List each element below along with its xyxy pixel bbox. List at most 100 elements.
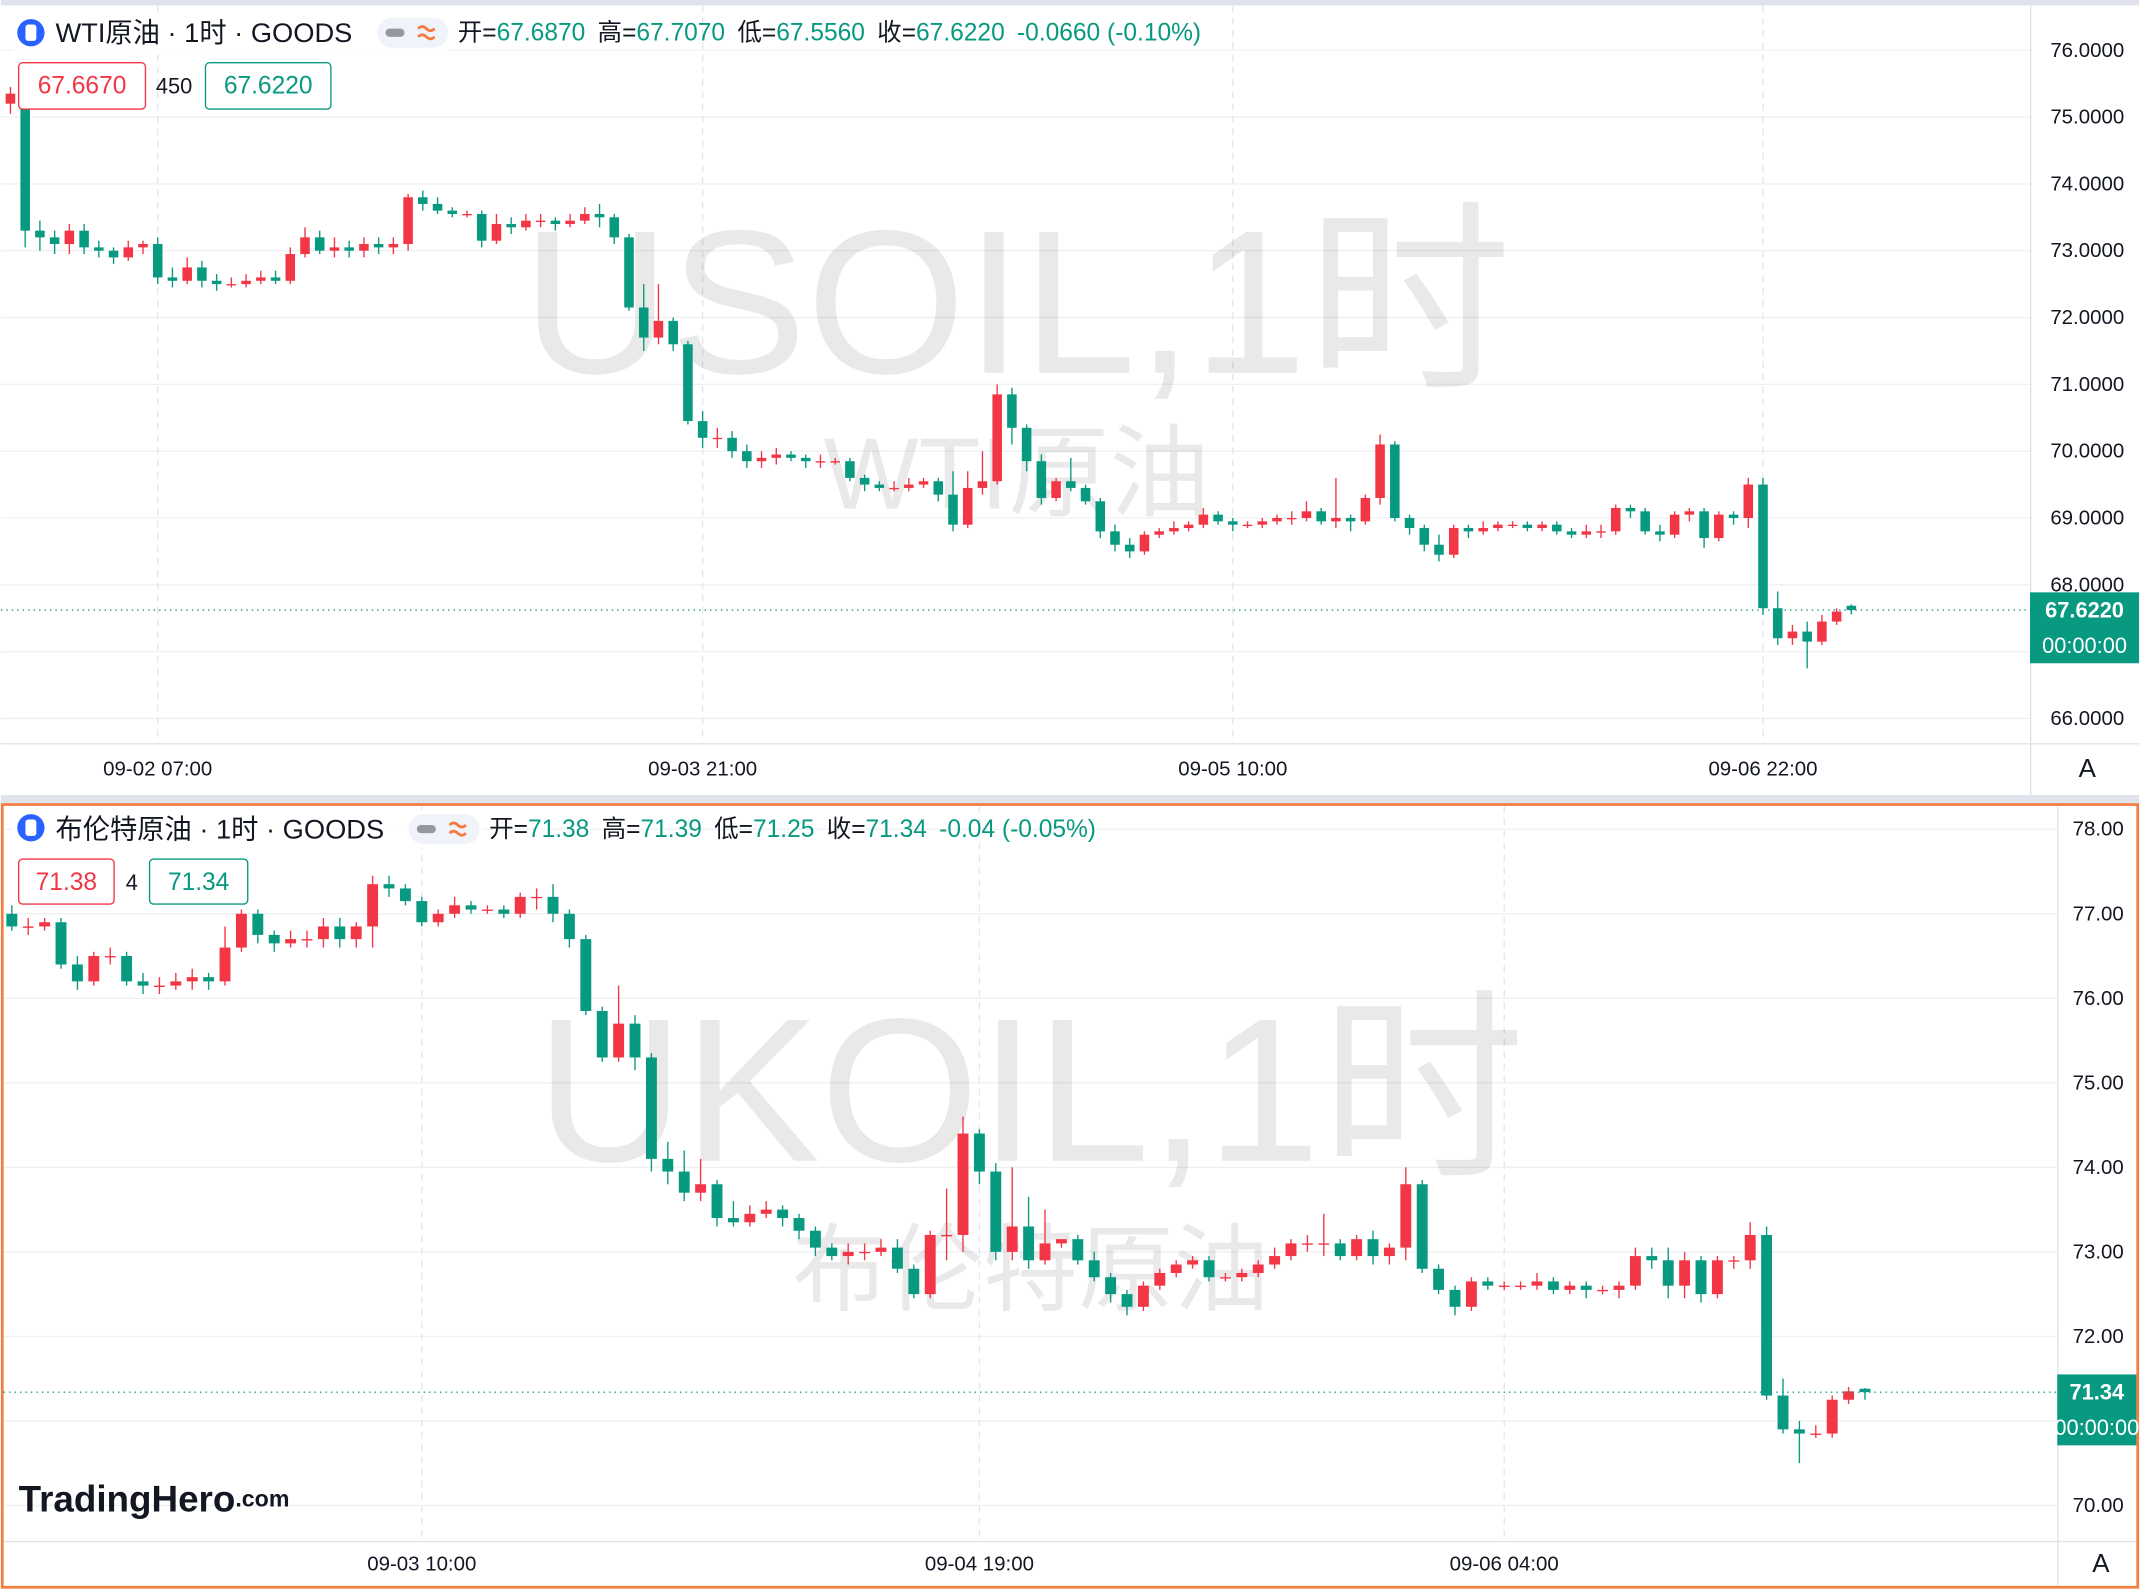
- candle-body: [1655, 531, 1665, 535]
- candle-body: [88, 956, 100, 982]
- candle-body: [1021, 427, 1032, 462]
- scale-button[interactable]: A: [2079, 755, 2097, 783]
- candle-body: [170, 981, 182, 986]
- status-icon: [417, 25, 436, 41]
- candle-body: [1802, 631, 1812, 642]
- candle-body: [39, 922, 51, 927]
- y-tick-label: 72.0000: [2050, 306, 2124, 329]
- scale-button-label[interactable]: A: [2079, 755, 2097, 783]
- candle-body: [933, 481, 944, 495]
- ask: 71.34: [168, 869, 229, 896]
- x-tick-label: 09-05 10:00: [1178, 758, 1287, 781]
- scale-button[interactable]: A: [2092, 1550, 2110, 1578]
- candle-body: [742, 451, 752, 462]
- candle-body: [760, 1209, 772, 1214]
- candle-body: [329, 247, 340, 251]
- candle-body: [1187, 1260, 1199, 1265]
- candle-body: [653, 320, 664, 338]
- stat-label: 开=: [458, 19, 497, 46]
- candle-body: [167, 277, 178, 281]
- candle-body: [123, 247, 134, 258]
- candle-body: [744, 1213, 756, 1223]
- candle-body: [1331, 517, 1341, 522]
- candle-body: [1055, 1239, 1067, 1244]
- candle-body: [1552, 524, 1562, 532]
- candle-body: [1662, 1260, 1674, 1286]
- y-tick-label: 73.0000: [2050, 239, 2124, 262]
- candle-body: [908, 1268, 920, 1295]
- top-border: [0, 0, 2140, 6]
- candle-body: [138, 244, 148, 248]
- candle-body: [1463, 528, 1474, 532]
- candle-body: [1367, 1239, 1379, 1257]
- candle-body: [1416, 1184, 1428, 1269]
- bid-box[interactable]: [17, 62, 147, 110]
- candle-body: [1203, 1260, 1215, 1278]
- bid-box[interactable]: [17, 858, 115, 905]
- candle-body: [1640, 511, 1650, 532]
- candle-body: [403, 197, 413, 245]
- stat-value: 67.6870: [497, 19, 586, 46]
- ask-box[interactable]: [204, 62, 332, 110]
- candle-body: [104, 956, 116, 958]
- x-tick-label: 09-04 19:00: [925, 1553, 1034, 1576]
- candle-body: [64, 230, 75, 245]
- candle-body: [399, 888, 411, 902]
- candle-body: [535, 220, 546, 223]
- candle-body: [1095, 501, 1106, 532]
- candle-body: [49, 237, 60, 245]
- candle-body: [1817, 621, 1827, 642]
- candle-body: [1679, 1260, 1691, 1286]
- status-icon: [448, 821, 467, 837]
- candle-body: [1051, 481, 1061, 498]
- candle-body: [962, 487, 973, 525]
- stat-value: 67.6220: [916, 19, 1005, 46]
- scale-button-label[interactable]: A: [2092, 1550, 2110, 1578]
- candle-body: [1787, 631, 1798, 639]
- candle-body: [1625, 507, 1636, 512]
- candle-body: [580, 213, 590, 221]
- candle-body: [1744, 1234, 1756, 1261]
- y-tick-label: 71.0000: [2050, 373, 2124, 396]
- candle-body: [1831, 611, 1842, 622]
- candle-body: [182, 267, 192, 281]
- candle-body: [1728, 514, 1739, 518]
- symbol-icon-glyph: [25, 819, 37, 836]
- candle-body: [1137, 1285, 1149, 1307]
- candle-body: [6, 913, 18, 927]
- candle-body: [350, 926, 362, 940]
- candle-body: [301, 939, 313, 941]
- candle-body: [1566, 531, 1577, 535]
- candle-body: [416, 901, 428, 923]
- stat-label: 低=: [737, 18, 776, 46]
- x-tick-label: 09-03 21:00: [648, 758, 757, 781]
- candle-body: [1743, 484, 1754, 518]
- y-tick-label: 68.0000: [2050, 573, 2124, 596]
- stat-label: 低=: [714, 815, 753, 843]
- candle-body: [1596, 531, 1606, 533]
- candle-body: [875, 1247, 887, 1252]
- candle-body: [1390, 444, 1400, 518]
- candle-body: [55, 922, 67, 965]
- candle-body: [1236, 1272, 1248, 1278]
- candle-body: [152, 244, 163, 278]
- candle-body: [35, 230, 45, 238]
- candle-body: [22, 926, 34, 928]
- candle-body: [1761, 1234, 1773, 1396]
- symbol-title: 布伦特原油 · 1时 · GOODS: [55, 814, 384, 845]
- candle-body: [563, 913, 575, 940]
- y-tick-label: 76.00: [2073, 987, 2124, 1010]
- candle-body: [1242, 524, 1253, 527]
- candle-body: [924, 1234, 936, 1295]
- candle-body: [727, 437, 737, 452]
- header-bg: [11, 810, 483, 849]
- candle-body: [891, 1247, 903, 1269]
- candle-body: [1301, 511, 1312, 518]
- header-bg: [11, 13, 449, 52]
- ask-box[interactable]: [148, 858, 249, 905]
- candle-body: [845, 461, 855, 478]
- candle-body: [521, 220, 531, 228]
- candle-body: [1449, 1289, 1461, 1307]
- candle-body: [992, 394, 1002, 482]
- candle-body: [1198, 514, 1209, 525]
